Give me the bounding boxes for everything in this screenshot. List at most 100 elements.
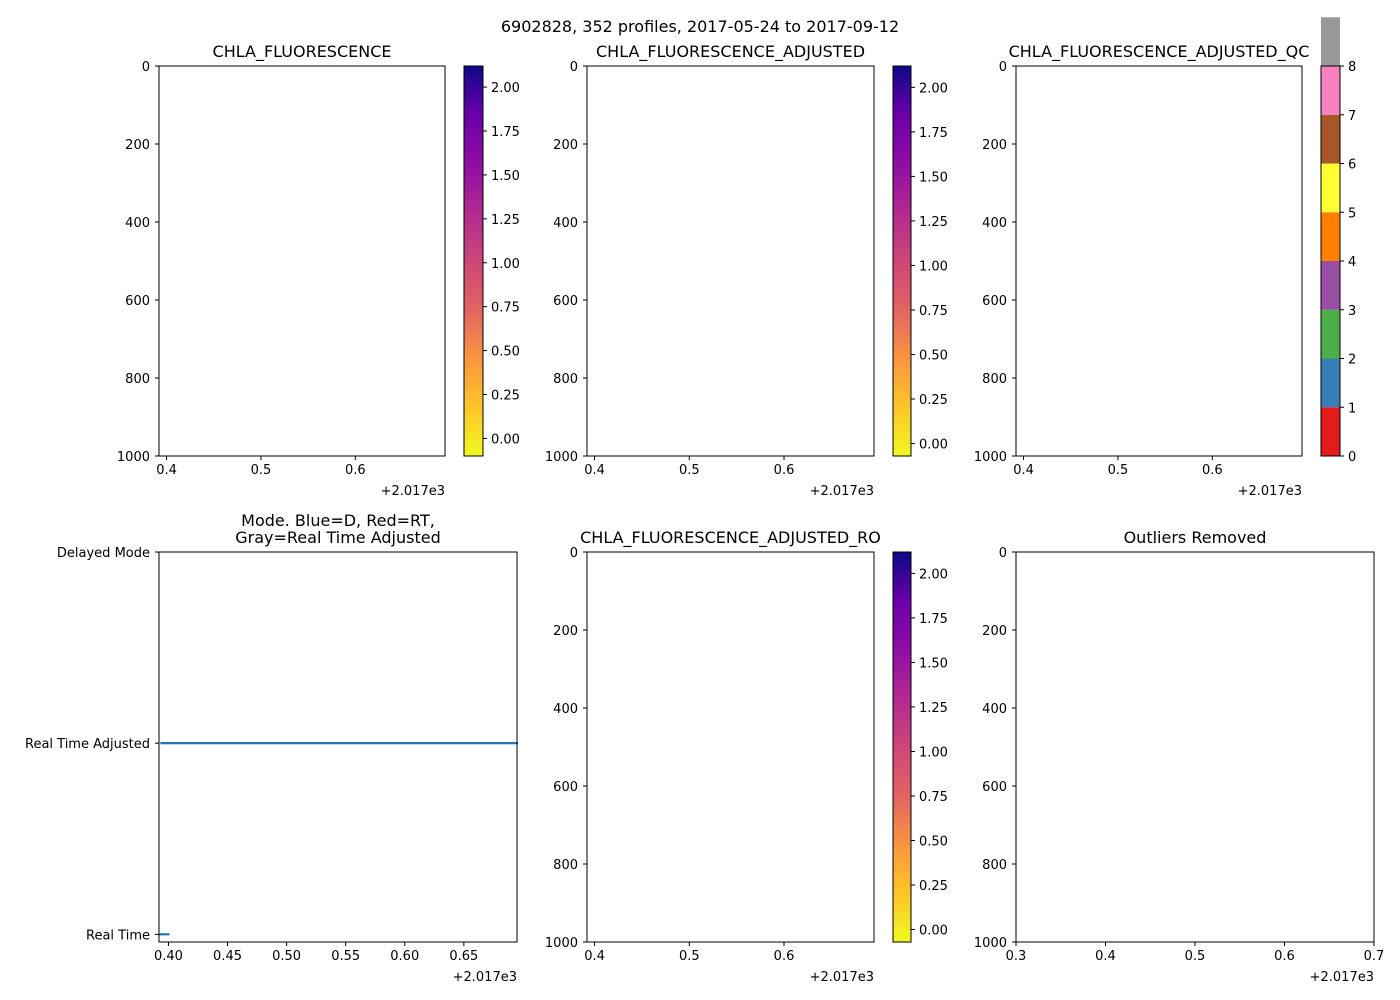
y-tick-label: Delayed Mode — [57, 546, 150, 561]
colorbar-tick-label: 1.50 — [919, 170, 948, 185]
y-tick-label: 400 — [553, 216, 578, 231]
panel-chla: CHLA_FLUORESCENCE 0.4 0.5 0.6 +2.017e3 0 200 40… — [117, 42, 520, 499]
colorbar-tick-label: 1.00 — [919, 745, 948, 760]
figure-title: 6902828, 352 profiles, 2017-05-24 to 201… — [501, 17, 899, 36]
y-tick-label: 0 — [570, 60, 578, 75]
axes-frame — [1015, 551, 1375, 943]
colorbar-tick-label: 0 — [1348, 450, 1356, 465]
colorbar-tick-label: 1 — [1348, 401, 1356, 416]
x-tick-label: 0.4 — [584, 949, 605, 964]
x-tick-label: 0.60 — [390, 949, 419, 964]
x-offset-label: +2.017e3 — [381, 484, 445, 499]
x-tick-label: 0.4 — [1013, 463, 1034, 478]
x-tick-label: 0.6 — [1274, 949, 1295, 964]
colorbar-tick-label: 0.50 — [919, 348, 948, 363]
y-tick-label: 1000 — [974, 450, 1007, 465]
y-tick-label: 600 — [553, 294, 578, 309]
x-offset-label: +2.017e3 — [810, 484, 874, 499]
mode-point-real-time — [163, 933, 167, 936]
colorbar-frame — [892, 65, 912, 457]
colorbar-frame — [892, 551, 912, 943]
panel-title: CHLA_FLUORESCENCE — [213, 42, 392, 62]
colorbar-tick-label: 0.75 — [919, 790, 948, 805]
y-tick-label: 1000 — [545, 450, 578, 465]
y-tick-label: 0 — [999, 60, 1007, 75]
x-tick-label: 0.65 — [449, 949, 478, 964]
panel-qc: CHLA_FLUORESCENCE_ADJUSTED_QC 0.4 0.5 0.6 +2… — [974, 17, 1356, 499]
y-tick-label: 200 — [982, 624, 1007, 639]
x-tick-label: 0.7 — [1364, 949, 1385, 964]
colorbar-tick-label: 0.75 — [491, 301, 520, 316]
colorbar-tick-label: 1.25 — [491, 213, 520, 228]
colorbar-segment — [1321, 358, 1340, 408]
colorbar-segment — [1321, 163, 1340, 213]
colorbar-tick-label: 8 — [1348, 60, 1356, 75]
colorbar-tick-label: 1.00 — [491, 257, 520, 272]
colorbar-gradient — [464, 66, 483, 456]
y-tick-label: 400 — [982, 216, 1007, 231]
y-tick-label: 200 — [125, 138, 150, 153]
y-tick-label: 800 — [553, 858, 578, 873]
colorbar-tick-label: 6 — [1348, 158, 1356, 173]
colorbar-segment — [1321, 66, 1340, 115]
y-tick-label: 800 — [553, 372, 578, 387]
y-tick-label: 800 — [982, 858, 1007, 873]
panel-adj: CHLA_FLUORESCENCE_ADJUSTED 0.4 0.5 0.6 +2.01… — [545, 42, 948, 499]
x-tick-label: 0.5 — [1185, 949, 1206, 964]
axes-frame — [158, 551, 518, 943]
colorbar-tick-label: 3 — [1348, 304, 1356, 319]
colorbar-tick-label: 2.00 — [919, 567, 948, 582]
colorbar-tick-label: 0.50 — [919, 834, 948, 849]
x-tick-label: 0.40 — [154, 949, 183, 964]
x-tick-label: 0.6 — [345, 463, 366, 478]
y-tick-label: 600 — [125, 294, 150, 309]
y-tick-label: 400 — [553, 702, 578, 717]
colorbar-tick-label: 2.00 — [919, 81, 948, 96]
x-tick-label: 0.5 — [1108, 463, 1129, 478]
colorbar-tick-label: 0.25 — [491, 389, 520, 404]
x-tick-label: 0.4 — [156, 463, 177, 478]
colorbar-gradient — [893, 552, 911, 942]
axes-frame — [1015, 65, 1303, 457]
panel-title: CHLA_FLUORESCENCE_ADJUSTED_RO — [580, 528, 881, 548]
panel-title-line: Gray=Real Time Adjusted — [235, 528, 441, 547]
colorbar-tick-label: 7 — [1348, 109, 1356, 124]
colorbar-tick-label: 2.00 — [491, 81, 520, 96]
colorbar-tick-label: 1.25 — [919, 215, 948, 230]
y-tick-label: 200 — [553, 138, 578, 153]
axes-frame — [586, 551, 875, 943]
colorbar-segment — [1321, 17, 1340, 66]
y-tick-label: 0 — [999, 546, 1007, 561]
colorbar-tick-label: 0.50 — [491, 345, 520, 360]
x-tick-label: 0.45 — [213, 949, 242, 964]
mode-point-real-time — [167, 933, 170, 936]
x-tick-label: 0.4 — [584, 463, 605, 478]
mode-point-real-time — [165, 933, 168, 936]
colorbar-tick-label: 0.00 — [919, 438, 948, 453]
x-tick-label: 0.6 — [774, 463, 795, 478]
y-tick-label: 1000 — [545, 936, 578, 951]
x-tick-label: 0.5 — [679, 463, 700, 478]
colorbar-tick-label: 0.25 — [919, 879, 948, 894]
colorbar-tick-label: 1.75 — [491, 125, 520, 140]
x-offset-label: +2.017e3 — [453, 970, 517, 985]
colorbar-tick-label: 1.75 — [919, 612, 948, 627]
panel-ro: CHLA_FLUORESCENCE_ADJUSTED_RO 0.4 0.5 0.6 +2… — [545, 528, 948, 985]
mode-point-real-time — [158, 933, 162, 936]
colorbar: 0.00 0.25 0.50 0.75 1.00 1.25 1.50 1.75 2.00 — [892, 551, 948, 943]
colorbar-segment — [1321, 309, 1340, 359]
x-tick-label: 0.5 — [251, 463, 272, 478]
y-tick-label: 400 — [125, 216, 150, 231]
colorbar-tick-label: 1.00 — [919, 259, 948, 274]
x-tick-label: 0.55 — [331, 949, 360, 964]
colorbar-segment — [1321, 261, 1340, 310]
colorbar-tick-label: 0.00 — [919, 924, 948, 939]
panel-mode: Mode. Blue=D, Red=RT,Gray=Real Time Adju… — [25, 511, 519, 985]
x-tick-label: 0.6 — [1202, 463, 1223, 478]
x-tick-label: 0.3 — [1006, 949, 1027, 964]
colorbar: 0.00 0.25 0.50 0.75 1.00 1.25 1.50 1.75 2.00 — [463, 65, 520, 457]
colorbar-tick-label: 1.50 — [491, 169, 520, 184]
x-tick-label: 0.50 — [272, 949, 301, 964]
mode-point-real-time — [160, 933, 164, 936]
panel-title: Outliers Removed — [1124, 528, 1267, 547]
